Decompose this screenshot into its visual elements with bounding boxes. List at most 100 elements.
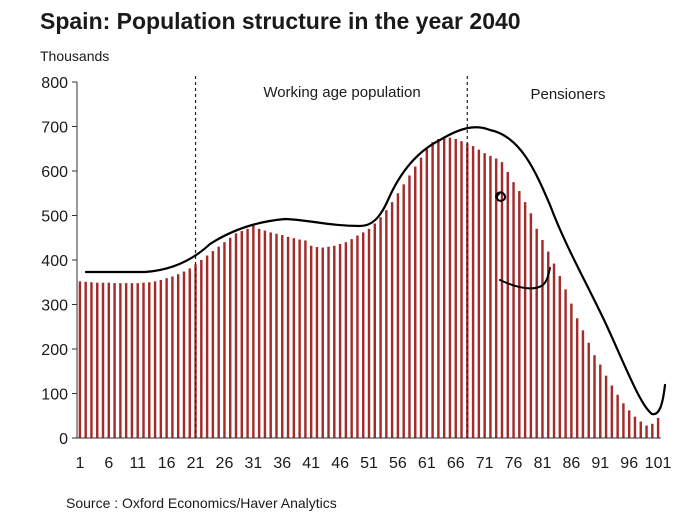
bar-age-43 <box>321 247 324 438</box>
bar-age-17 <box>171 276 174 438</box>
bar-age-23 <box>205 255 209 438</box>
bar-age-54 <box>385 210 388 438</box>
bar-age-79 <box>529 213 533 438</box>
bar-age-92 <box>604 375 608 438</box>
bar-age-85 <box>564 289 567 438</box>
x-tick-label-6: 6 <box>104 455 113 472</box>
bar-age-87 <box>575 318 579 438</box>
x-tick-label-101: 101 <box>645 455 672 472</box>
x-tick-label-91: 91 <box>591 455 609 472</box>
x-tick-label-21: 21 <box>187 455 205 472</box>
bar-age-15 <box>159 280 163 438</box>
bar-age-19 <box>182 271 186 438</box>
bar-age-8 <box>119 283 122 438</box>
x-tick-label-26: 26 <box>216 455 234 472</box>
x-tick-label-76: 76 <box>505 455 523 472</box>
bar-age-34 <box>269 232 272 438</box>
bar-age-99 <box>645 425 648 438</box>
x-tick-label-56: 56 <box>389 455 407 472</box>
bar-age-88 <box>581 330 585 438</box>
bar-age-38 <box>292 238 296 438</box>
y-tick-label-700: 700 <box>41 120 68 137</box>
region-label-pensioners: Pensioners <box>530 86 605 103</box>
y-tick-label-800: 800 <box>41 75 68 92</box>
bar-age-90 <box>593 355 596 438</box>
y-axis-label: Thousands <box>40 48 110 64</box>
bar-age-84 <box>558 276 562 438</box>
bar-age-98 <box>639 421 642 438</box>
bar-age-24 <box>211 251 215 438</box>
annotations-group <box>84 126 667 416</box>
y-tick-label-500: 500 <box>41 209 68 226</box>
bar-age-53 <box>379 217 382 438</box>
bar-age-59 <box>414 166 417 439</box>
bar-age-63 <box>437 138 440 438</box>
bar-age-95 <box>622 403 625 438</box>
bar-age-18 <box>176 274 180 438</box>
bar-age-61 <box>425 148 429 438</box>
bar-age-93 <box>610 385 614 438</box>
bar-age-6 <box>107 282 111 438</box>
bar-age-29 <box>240 231 244 438</box>
bar-age-100 <box>651 423 654 438</box>
y-tick-label-400: 400 <box>41 253 68 270</box>
hand-drawn-eye <box>495 191 507 202</box>
bar-age-36 <box>281 235 284 438</box>
bar-age-56 <box>396 193 400 438</box>
bar-age-64 <box>442 136 446 439</box>
bar-age-101 <box>656 417 660 438</box>
bar-age-65 <box>448 137 452 439</box>
bar-age-46 <box>338 243 342 438</box>
x-tick-label-71: 71 <box>476 455 494 472</box>
bar-age-73 <box>494 158 498 439</box>
x-tick-label-66: 66 <box>447 455 465 472</box>
bars-group <box>78 136 660 439</box>
x-tick-label-96: 96 <box>620 455 638 472</box>
bar-age-89 <box>587 342 590 438</box>
bar-age-25 <box>217 246 220 438</box>
x-tick-label-16: 16 <box>158 455 176 472</box>
bar-age-20 <box>188 268 191 438</box>
bar-age-49 <box>356 235 359 438</box>
region-label-working-age: Working age population <box>263 84 420 101</box>
bar-age-80 <box>535 228 538 438</box>
chart-title: Spain: Population structure in the year … <box>40 8 521 34</box>
bar-age-1 <box>78 281 82 438</box>
bar-age-70 <box>477 149 481 438</box>
bar-age-35 <box>275 233 278 438</box>
bar-age-47 <box>344 242 348 438</box>
x-tick-label-86: 86 <box>562 455 580 472</box>
bar-age-50 <box>362 232 365 438</box>
x-tick-label-1: 1 <box>75 455 84 472</box>
bar-age-74 <box>500 162 504 438</box>
bar-age-13 <box>148 282 151 438</box>
x-tick-label-46: 46 <box>331 455 349 472</box>
bar-age-69 <box>471 146 475 438</box>
bar-age-48 <box>350 239 353 438</box>
y-tick-label-100: 100 <box>41 387 68 404</box>
bar-age-11 <box>136 283 139 438</box>
bar-age-9 <box>124 283 128 438</box>
bar-age-27 <box>229 237 232 438</box>
source-note: Source : Oxford Economics/Haver Analytic… <box>66 495 337 511</box>
bar-age-14 <box>153 281 157 438</box>
bar-age-10 <box>130 283 134 438</box>
bar-age-66 <box>454 138 457 438</box>
bar-age-77 <box>518 191 521 438</box>
hand-drawn-envelope-curve <box>84 126 667 416</box>
x-tick-label-51: 51 <box>360 455 378 472</box>
bar-age-44 <box>327 246 330 438</box>
bar-age-91 <box>599 364 602 438</box>
x-tick-label-36: 36 <box>273 455 291 472</box>
axes-group <box>72 76 661 439</box>
bar-age-22 <box>200 260 203 438</box>
bar-age-68 <box>466 143 469 438</box>
y-tick-label-200: 200 <box>41 342 68 359</box>
bar-age-12 <box>142 282 145 438</box>
x-tick-label-11: 11 <box>129 455 146 472</box>
x-tick-label-81: 81 <box>534 455 552 472</box>
bar-age-97 <box>633 416 637 438</box>
bar-age-41 <box>309 245 313 438</box>
